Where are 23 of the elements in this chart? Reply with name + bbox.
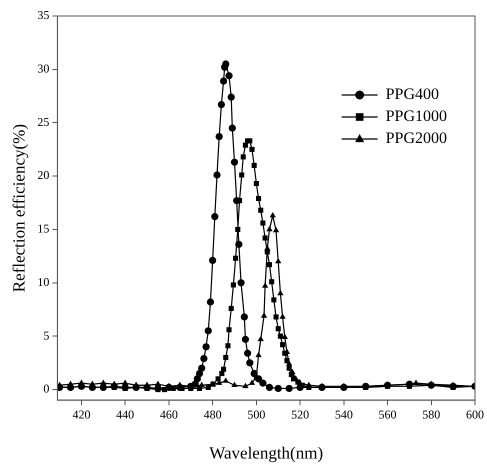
y-tick-label: 20 — [37, 168, 50, 182]
x-tick-label: 440 — [116, 408, 134, 422]
legend-label: PPG1000 — [386, 108, 448, 126]
y-tick-label: 35 — [37, 8, 50, 22]
x-tick-label: 480 — [204, 408, 222, 422]
x-tick-label: 580 — [422, 408, 440, 422]
x-tick-label: 600 — [466, 408, 484, 422]
y-tick-label: 10 — [37, 274, 50, 289]
y-tick-label: 15 — [37, 222, 50, 236]
y-axis-title: Reflection efficiency(%) — [10, 124, 29, 292]
y-tick-label: 30 — [37, 62, 50, 76]
legend-label: PPG2000 — [386, 130, 448, 148]
x-tick-label: 460 — [160, 408, 178, 422]
x-tick-label: 500 — [247, 408, 266, 422]
x-tick-label: 560 — [378, 408, 397, 422]
y-tick-label: 5 — [43, 328, 50, 342]
x-tick-label: 520 — [291, 408, 310, 422]
y-tick-label: 0 — [43, 382, 50, 396]
y-tick-label: 25 — [37, 114, 50, 129]
x-axis-title: Wavelength(nm) — [209, 443, 324, 462]
legend-label: PPG400 — [386, 86, 440, 104]
x-tick-label: 420 — [72, 408, 90, 422]
x-tick-label: 540 — [334, 408, 353, 422]
